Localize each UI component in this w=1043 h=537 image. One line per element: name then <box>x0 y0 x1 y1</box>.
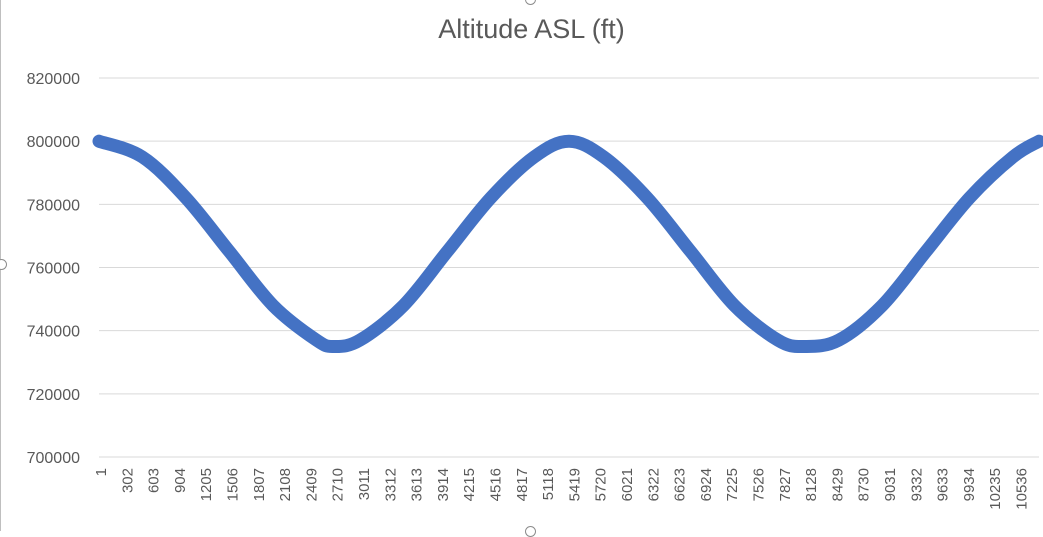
x-tick-label: 302 <box>119 468 136 493</box>
x-tick-label: 6021 <box>619 468 636 501</box>
x-tick-label: 4817 <box>514 468 531 501</box>
x-tick-label: 5720 <box>593 468 610 501</box>
y-tick-label: 700000 <box>27 450 80 467</box>
x-tick-label: 7827 <box>777 468 794 501</box>
x-tick-label: 8429 <box>829 468 846 501</box>
x-tick-label: 2409 <box>303 468 320 501</box>
x-tick-label: 3011 <box>356 468 373 500</box>
resize-handle-bottom[interactable] <box>525 526 536 537</box>
y-tick-label: 720000 <box>27 387 80 404</box>
x-axis-labels: 1 302 603 904 1205 1506 1807 2108 2409 2710 3011 33… <box>93 468 1031 510</box>
x-tick-label: 1205 <box>198 468 215 501</box>
x-tick-label: 10235 <box>987 468 1004 510</box>
x-tick-label: 5118 <box>540 468 557 500</box>
x-tick-label: 5419 <box>566 468 583 501</box>
y-tick-label: 760000 <box>27 261 80 278</box>
x-tick-label: 10536 <box>1014 468 1031 510</box>
x-tick-label: 1506 <box>225 468 242 501</box>
x-tick-label: 7225 <box>724 468 741 501</box>
x-tick-label: 7526 <box>751 468 768 501</box>
series-line-0[interactable] <box>92 134 1043 354</box>
x-tick-label: 3914 <box>435 468 452 501</box>
series-group <box>92 134 1043 354</box>
resize-handle-left[interactable] <box>0 259 7 270</box>
x-tick-label: 3613 <box>409 468 426 501</box>
y-tick-label: 800000 <box>27 134 80 151</box>
y-tick-label: 780000 <box>27 197 80 214</box>
chart-title: Altitude ASL (ft) <box>438 14 625 44</box>
x-tick-label: 8730 <box>856 468 873 501</box>
x-tick-label: 6924 <box>698 468 715 501</box>
x-tick-label: 9633 <box>935 468 952 501</box>
x-tick-label: 904 <box>172 468 189 493</box>
x-tick-label: 9332 <box>908 468 925 501</box>
x-tick-label: 8128 <box>803 468 820 501</box>
y-tick-label: 740000 <box>27 324 80 341</box>
x-tick-label: 9934 <box>961 468 978 501</box>
x-tick-label: 2710 <box>330 468 347 501</box>
y-axis-labels: 700000 720000 740000 760000 780000 800000 8200… <box>27 71 80 467</box>
x-tick-label: 3312 <box>382 468 399 501</box>
x-tick-label: 4215 <box>461 468 478 501</box>
x-tick-label: 603 <box>146 468 163 493</box>
x-tick-label: 2108 <box>277 468 294 501</box>
x-tick-label: 1 <box>93 468 110 476</box>
x-tick-label: 1807 <box>251 468 268 501</box>
x-tick-label: 6322 <box>645 468 662 501</box>
x-tick-label: 9031 <box>882 468 899 501</box>
y-tick-label: 820000 <box>27 71 80 88</box>
x-tick-label: 6623 <box>672 468 689 501</box>
x-tick-label: 4516 <box>488 468 505 501</box>
